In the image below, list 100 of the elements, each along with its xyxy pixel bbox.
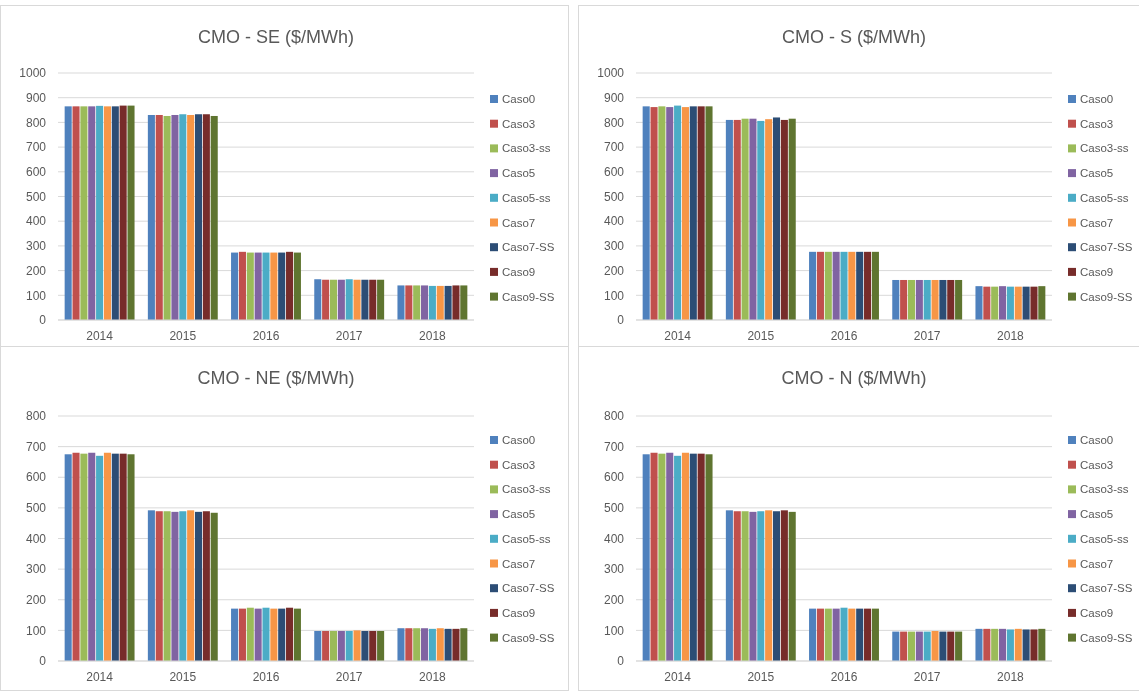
bar — [270, 608, 278, 661]
bar — [689, 106, 697, 320]
bar — [733, 119, 741, 320]
bar — [705, 454, 713, 661]
y-tick-label: 400 — [25, 214, 47, 229]
x-tick-label: 2017 — [913, 670, 941, 684]
bar — [171, 511, 179, 661]
x-tick-label: 2017 — [913, 329, 941, 343]
legend-label: Caso7 — [1080, 216, 1114, 229]
bar — [179, 114, 187, 320]
y-tick-label: 800 — [25, 115, 47, 130]
x-tick-label: 2018 — [997, 670, 1025, 684]
bar — [816, 608, 824, 661]
legend-label: Caso9-SS — [1080, 290, 1133, 303]
y-tick-label: 200 — [603, 592, 625, 607]
legend-label: Caso5 — [1080, 167, 1114, 180]
legend-label: Caso7-SS — [502, 582, 555, 595]
bar — [369, 630, 377, 661]
bar — [187, 510, 195, 661]
y-tick-label: 200 — [25, 263, 47, 278]
legend-label: Caso3 — [1080, 458, 1114, 471]
y-tick-label: 700 — [603, 140, 625, 155]
bar — [322, 279, 330, 320]
bar — [72, 452, 80, 661]
bar — [1006, 629, 1014, 661]
bar — [314, 630, 322, 661]
bar — [96, 105, 104, 320]
y-tick-label: 1000 — [597, 66, 625, 81]
bar — [780, 510, 788, 661]
bar — [405, 628, 413, 661]
x-tick-label: 2014 — [664, 670, 692, 684]
legend-label: Caso5-ss — [1080, 532, 1129, 545]
y-tick-label: 700 — [25, 439, 47, 454]
legend-label: Caso9 — [1080, 606, 1114, 619]
legend-label: Caso0 — [502, 93, 536, 106]
y-tick-label: 200 — [25, 592, 47, 607]
x-tick-label: 2014 — [86, 670, 114, 684]
y-tick-label: 500 — [603, 189, 625, 204]
bar — [194, 511, 203, 661]
legend-label: Caso9 — [502, 265, 536, 278]
bar — [892, 631, 900, 661]
bar — [413, 628, 421, 661]
bar — [127, 105, 135, 320]
bar — [975, 286, 983, 320]
y-tick-label: 100 — [603, 288, 625, 303]
bar — [64, 454, 72, 661]
y-tick-label: 800 — [603, 115, 625, 130]
legend-label: Caso5-ss — [502, 191, 551, 204]
bar — [147, 510, 155, 661]
legend-label: Caso3-ss — [502, 483, 551, 496]
y-tick-label: 400 — [25, 531, 47, 546]
bar — [270, 252, 278, 320]
bar — [689, 453, 697, 661]
bar — [452, 628, 460, 661]
bar — [413, 285, 421, 320]
bar — [765, 119, 773, 320]
bar — [983, 628, 991, 661]
bar — [955, 279, 963, 320]
legend-label: Caso3-ss — [1080, 142, 1129, 155]
bar — [238, 251, 246, 320]
bar — [147, 114, 155, 320]
legend-label: Caso7-SS — [502, 241, 555, 254]
bar — [697, 106, 705, 320]
bar — [840, 607, 848, 661]
y-tick-label: 1000 — [19, 66, 47, 81]
legend-label: Caso9-SS — [1080, 631, 1133, 644]
bar — [88, 452, 96, 661]
y-tick-label: 800 — [25, 409, 47, 424]
bar — [171, 114, 179, 320]
y-tick-label: 300 — [603, 562, 625, 577]
bar — [674, 455, 682, 661]
y-tick-label: 300 — [25, 239, 47, 254]
bar — [353, 630, 361, 661]
legend-label: Caso9-SS — [502, 631, 555, 644]
bar — [856, 251, 864, 320]
bar — [254, 608, 262, 661]
y-tick-label: 400 — [603, 531, 625, 546]
bar — [741, 511, 749, 661]
x-tick-label: 2016 — [830, 670, 858, 684]
x-tick-label: 2015 — [747, 329, 775, 343]
bar — [1022, 286, 1030, 320]
legend-label: Caso7 — [502, 216, 536, 229]
bar — [436, 628, 444, 661]
bar — [864, 608, 872, 661]
y-tick-label: 500 — [603, 501, 625, 516]
bar — [983, 286, 991, 320]
legend-label: Caso3 — [1080, 117, 1114, 130]
bar — [947, 631, 955, 661]
bar — [103, 106, 111, 320]
legend-label: Caso7 — [1080, 557, 1114, 570]
bar — [1022, 629, 1030, 661]
bar — [286, 607, 294, 661]
y-tick-label: 800 — [603, 409, 625, 424]
y-tick-label: 900 — [25, 90, 47, 105]
legend-label: Caso0 — [1080, 434, 1114, 447]
x-tick-label: 2017 — [335, 670, 363, 684]
legend-label: Caso3-ss — [1080, 483, 1129, 496]
y-tick-label: 700 — [603, 439, 625, 454]
bar — [666, 452, 674, 661]
legend-label: Caso0 — [502, 434, 536, 447]
